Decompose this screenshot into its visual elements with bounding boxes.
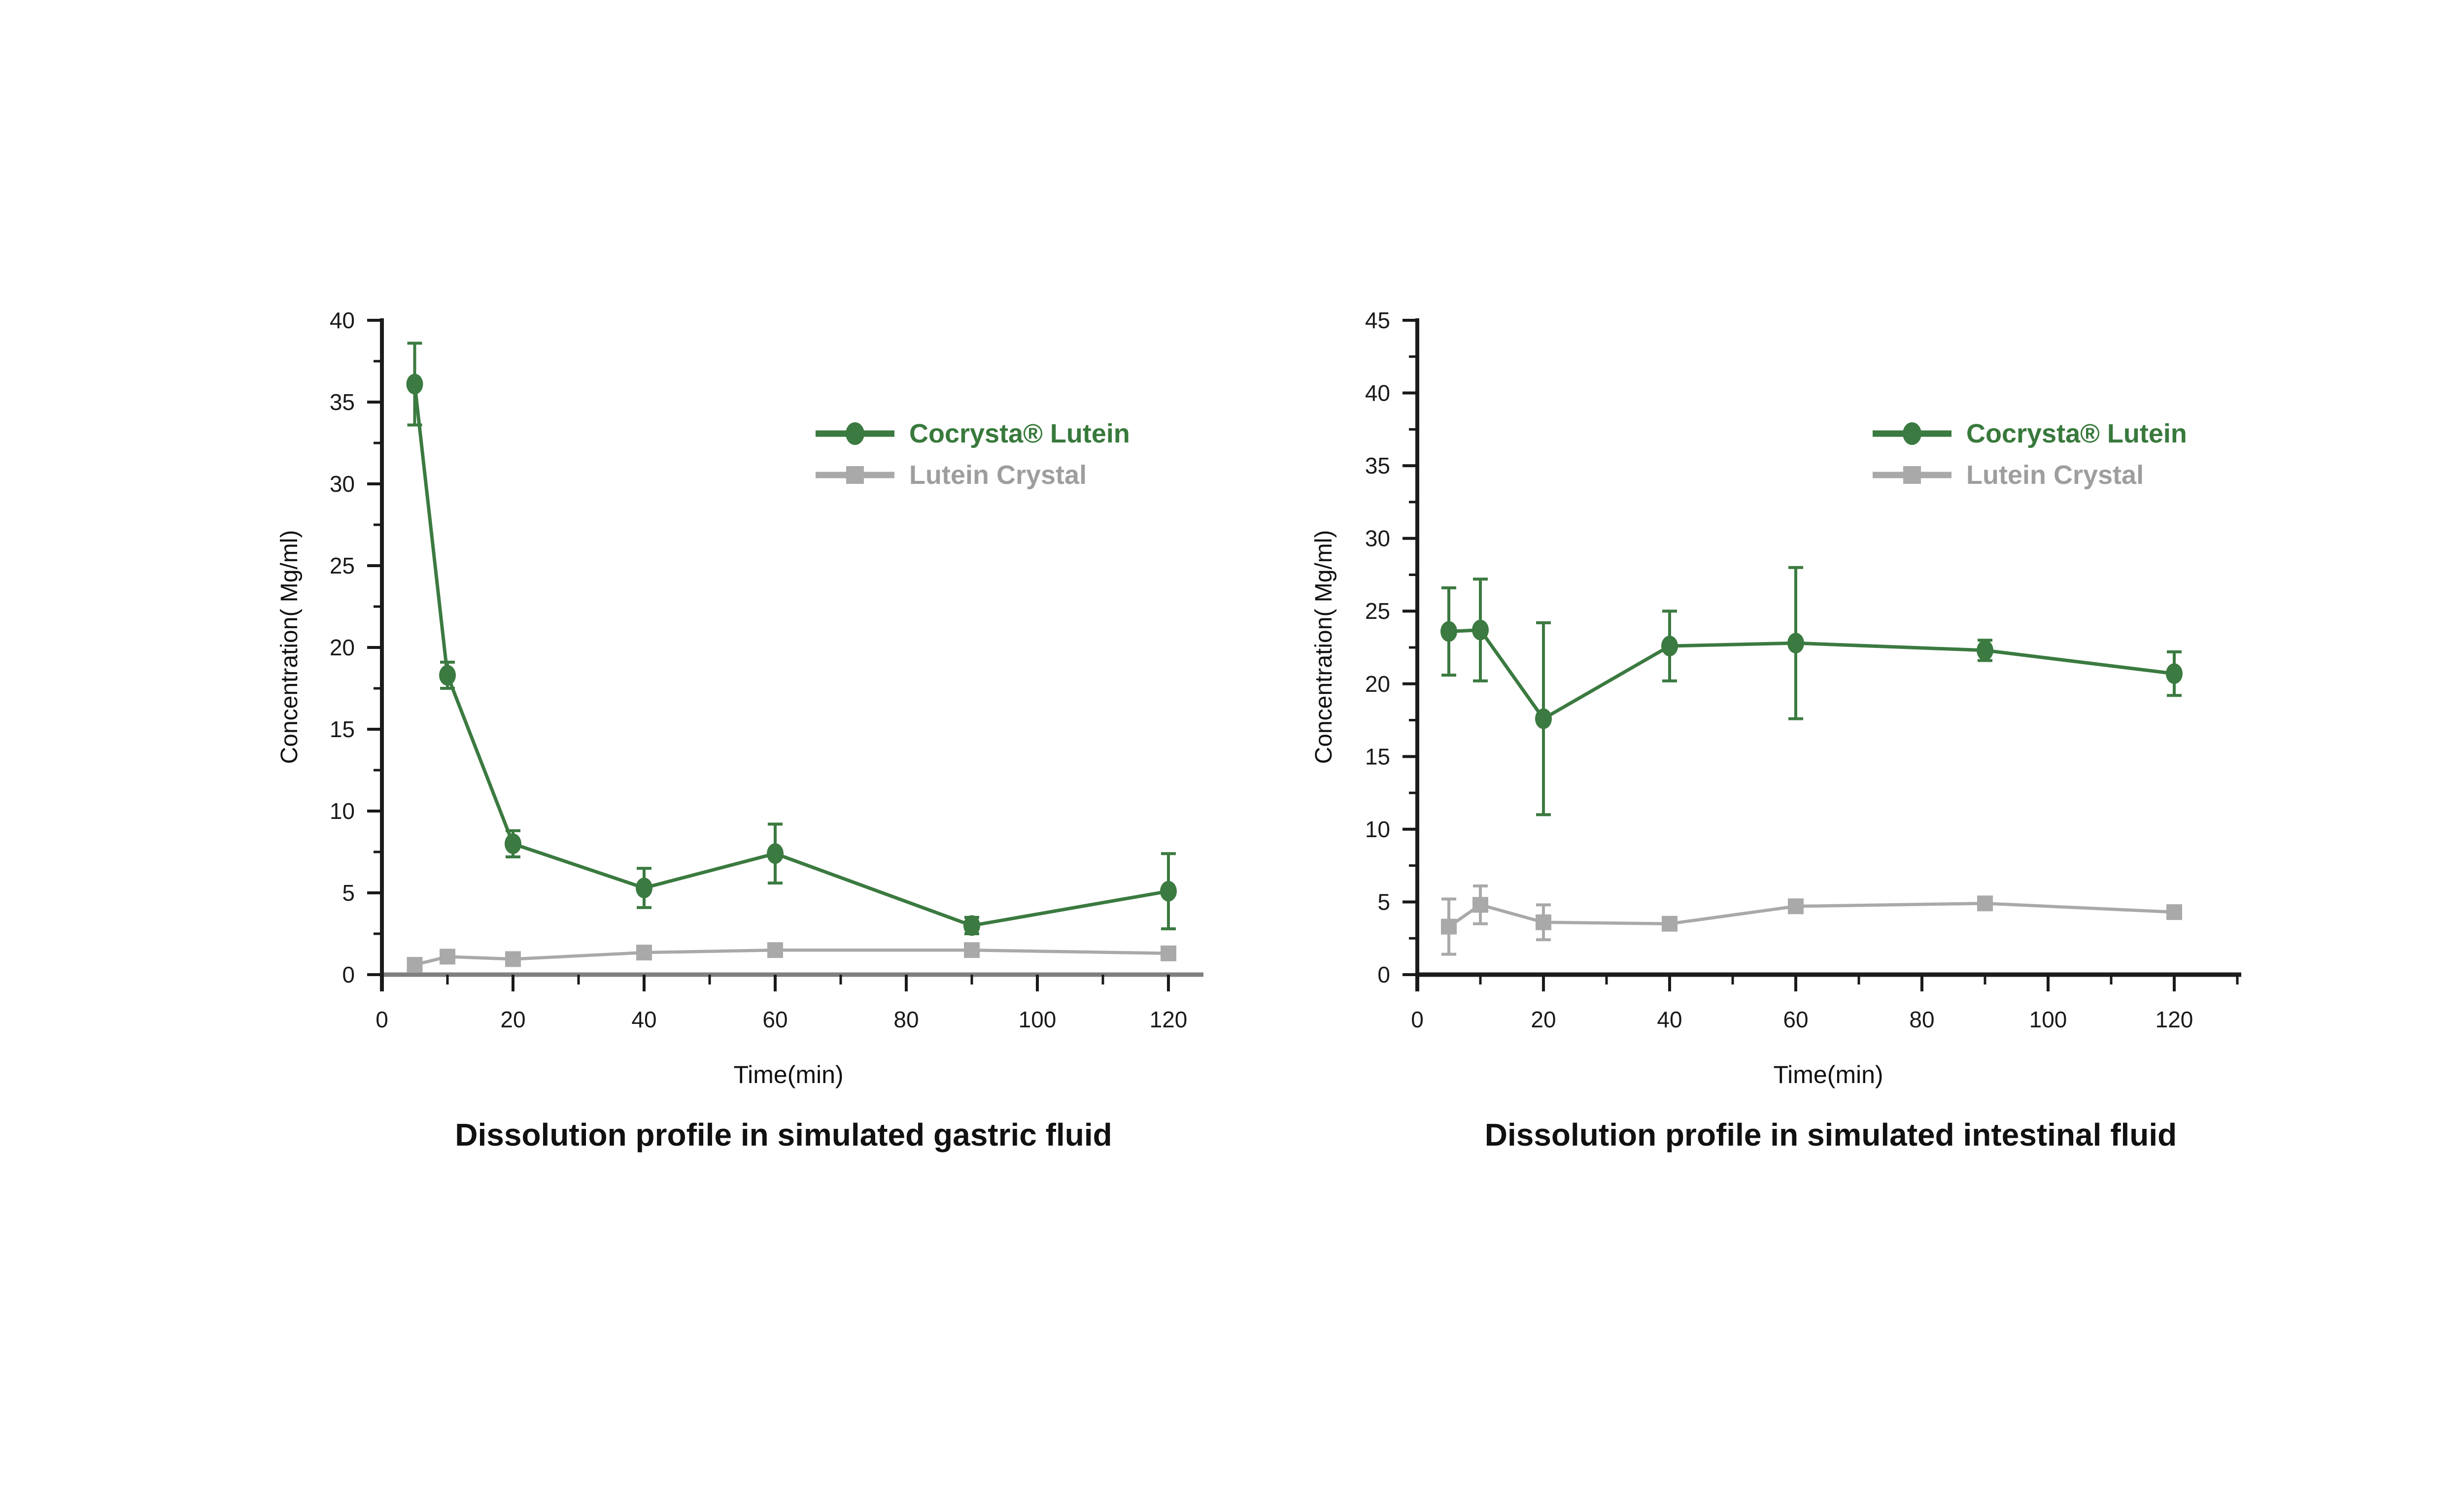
- intestinal-legend-label-cocrysta: Cocrysta® Lutein: [1966, 419, 2187, 448]
- y-tick-label: 5: [1377, 889, 1390, 915]
- x-tick-label: 80: [1909, 1007, 1934, 1032]
- series-line-square: [1448, 902, 2175, 928]
- data-point-square: [2166, 904, 2182, 920]
- y-tick-label: 35: [330, 389, 355, 415]
- data-point-circle: [1661, 636, 1678, 657]
- data-point-circle: [439, 665, 456, 686]
- y-tick-label: 0: [1377, 962, 1390, 987]
- gastric-chart-plot: 0 5 10 15 20 25 30 35 40 0 20 40 60 80 100 120: [330, 307, 1203, 1032]
- intestinal-x-axis-label: Time(min): [1773, 1061, 1883, 1088]
- x-tick-label: 100: [1019, 1007, 1057, 1032]
- y-tick-label: 10: [330, 798, 355, 824]
- y-tick-label: 40: [330, 307, 355, 333]
- data-point-circle: [1160, 881, 1177, 902]
- x-tick-label: 100: [2029, 1007, 2067, 1032]
- x-tick-label: 60: [1783, 1007, 1808, 1032]
- data-point-circle: [505, 833, 521, 854]
- data-point-square: [1977, 895, 1993, 912]
- data-point-square: [1472, 897, 1488, 913]
- intestinal-chart-caption: Dissolution profile in simulated intesti…: [1485, 1117, 2177, 1153]
- y-tick-label: 20: [330, 635, 355, 660]
- legend-circle-marker-icon: [1903, 422, 1921, 445]
- gastric-chart-caption: Dissolution profile in simulated gastric…: [455, 1117, 1112, 1153]
- x-tick-label: 120: [1150, 1007, 1188, 1032]
- data-point-square: [1536, 914, 1551, 930]
- data-point-square: [505, 951, 521, 967]
- data-point-square: [964, 942, 980, 958]
- y-tick-label: 5: [342, 880, 355, 906]
- legend-square-marker-icon: [846, 466, 864, 484]
- x-tick-label: 20: [1531, 1007, 1556, 1032]
- y-tick-label: 25: [330, 553, 355, 578]
- gastric-y-axis-label: Concentration( Mg/ml): [276, 530, 303, 764]
- data-point-circle: [1787, 633, 1804, 654]
- gastric-legend-label-crystal: Lutein Crystal: [909, 460, 1087, 490]
- intestinal-legend: [1873, 422, 1951, 484]
- data-point-circle: [636, 878, 652, 899]
- y-tick-label: 35: [1365, 453, 1390, 478]
- intestinal-legend-label-crystal: Lutein Crystal: [1966, 460, 2144, 490]
- y-tick-label: 10: [1365, 816, 1390, 842]
- data-point-circle: [406, 373, 423, 395]
- legend-square-marker-icon: [1903, 466, 1921, 484]
- y-tick-label: 15: [1365, 744, 1390, 769]
- x-tick-label: 0: [1411, 1007, 1424, 1032]
- data-point-circle: [963, 915, 980, 936]
- data-point-square: [1161, 945, 1176, 961]
- gastric-x-axis-label: Time(min): [733, 1061, 843, 1088]
- y-tick-label: 0: [342, 962, 355, 987]
- data-point-square: [1788, 898, 1804, 915]
- y-tick-label: 30: [1365, 526, 1390, 551]
- data-point-square: [1441, 918, 1457, 935]
- data-point-square: [1662, 916, 1677, 932]
- x-tick-label: 120: [2156, 1007, 2193, 1032]
- legend-circle-marker-icon: [846, 422, 864, 445]
- y-tick-label: 20: [1365, 671, 1390, 697]
- data-point-circle: [1472, 619, 1489, 641]
- gastric-legend-label-cocrysta: Cocrysta® Lutein: [909, 419, 1130, 448]
- data-point-square: [767, 942, 783, 958]
- data-point-square: [440, 949, 455, 965]
- y-tick-label: 40: [1365, 380, 1390, 406]
- x-tick-label: 60: [762, 1007, 787, 1032]
- series-line-circle: [1448, 628, 2175, 721]
- x-tick-label: 40: [631, 1007, 656, 1032]
- gastric-legend: [816, 422, 894, 484]
- data-point-circle: [1440, 621, 1457, 642]
- data-point-circle: [1535, 708, 1552, 729]
- x-tick-label: 20: [500, 1007, 525, 1032]
- series-line-square: [414, 948, 1169, 967]
- intestinal-y-axis-label: Concentration( Mg/ml): [1311, 530, 1337, 764]
- x-tick-label: 0: [376, 1007, 388, 1032]
- y-tick-label: 15: [330, 716, 355, 742]
- y-tick-label: 25: [1365, 598, 1390, 624]
- data-point-square: [636, 945, 652, 961]
- data-point-circle: [1977, 640, 1993, 661]
- y-tick-label: 30: [330, 471, 355, 497]
- x-tick-label: 40: [1657, 1007, 1682, 1032]
- data-point-circle: [2166, 663, 2183, 684]
- y-tick-label: 45: [1365, 307, 1390, 333]
- x-tick-label: 80: [893, 1007, 919, 1032]
- intestinal-chart-plot: 0 5 10 15 20 25 30 35 40 45 0 20 40 60 80 100 120: [1365, 307, 2241, 1032]
- data-point-circle: [767, 843, 784, 864]
- data-point-square: [407, 957, 423, 973]
